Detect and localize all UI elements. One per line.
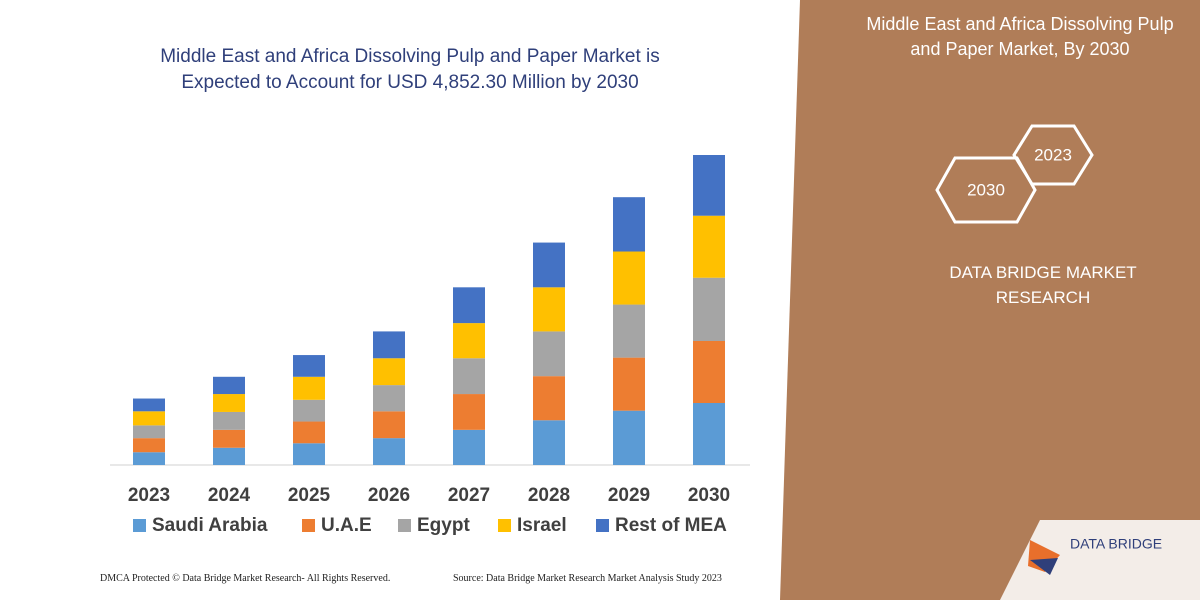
bar-segment — [133, 411, 165, 426]
bar-segment — [293, 355, 325, 377]
bar-segment — [533, 331, 565, 377]
x-tick-label: 2030 — [688, 485, 730, 506]
legend-swatch — [498, 519, 511, 532]
bar-segment — [293, 443, 325, 465]
bar-segment — [133, 452, 165, 465]
bar-segment — [693, 155, 725, 216]
bar-segment — [133, 398, 165, 412]
bar-segment — [293, 376, 325, 400]
bar-segment — [293, 399, 325, 422]
legend-label: Saudi Arabia — [152, 515, 268, 536]
x-tick-label: 2029 — [608, 485, 650, 506]
bar-segment — [453, 287, 485, 324]
logo-text: DATA BRIDGE — [1070, 536, 1162, 552]
bar-segment — [213, 447, 245, 465]
bar-segment — [533, 376, 565, 421]
legend-swatch — [596, 519, 609, 532]
bar-segment — [293, 421, 325, 444]
bar-segment — [453, 358, 485, 395]
bar-segment — [213, 376, 245, 395]
bar-segment — [133, 425, 165, 439]
footer-left: DMCA Protected © Data Bridge Market Rese… — [100, 573, 391, 584]
panel-title: Middle East and Africa Dissolving Pulp a… — [866, 14, 1174, 59]
bar-segment — [693, 277, 725, 341]
bar-segment — [533, 287, 565, 332]
x-tick-label: 2027 — [448, 485, 490, 506]
x-tick-label: 2024 — [208, 485, 251, 506]
legend-label: Egypt — [417, 515, 470, 536]
badge-text: 2030 — [967, 180, 1005, 199]
bar-segment — [373, 411, 405, 439]
bar-segment — [213, 429, 245, 448]
chart-title: Middle East and Africa Dissolving Pulp a… — [160, 46, 660, 93]
bar-segment — [693, 341, 725, 403]
side-panel — [780, 0, 1200, 600]
bar-segment — [693, 215, 725, 278]
bar-segment — [453, 429, 485, 465]
legend-swatch — [133, 519, 146, 532]
badge-hexagon — [1012, 124, 1094, 186]
bar-segment — [613, 197, 645, 252]
bar-segment — [373, 331, 405, 359]
bar-segment — [453, 323, 485, 359]
bar-segment — [133, 438, 165, 453]
bar-segment — [613, 251, 645, 305]
brand-text: DATA BRIDGE MARKET RESEARCH — [949, 263, 1137, 307]
bar-segment — [373, 438, 405, 465]
bar-segment — [373, 385, 405, 412]
badge-text: 2023 — [1034, 145, 1072, 164]
logo-icon — [1030, 558, 1058, 575]
bar-segment — [613, 410, 645, 465]
legend-label: Rest of MEA — [615, 515, 727, 536]
bar-segment — [453, 394, 485, 430]
x-tick-label: 2025 — [288, 485, 331, 506]
x-tick-label: 2026 — [368, 485, 410, 506]
bar-segment — [613, 304, 645, 358]
x-tick-label: 2023 — [128, 485, 170, 506]
bar-segment — [373, 358, 405, 386]
legend-swatch — [302, 519, 315, 532]
legend-swatch — [398, 519, 411, 532]
legend-label: U.A.E — [321, 515, 372, 536]
logo-area — [1000, 520, 1200, 600]
footer-right: Source: Data Bridge Market Research Mark… — [453, 573, 722, 584]
bar-segment — [213, 411, 245, 430]
bar-segment — [533, 420, 565, 465]
legend-label: Israel — [517, 515, 567, 536]
bar-segment — [693, 403, 725, 465]
bar-segment — [613, 357, 645, 411]
x-tick-label: 2028 — [528, 485, 570, 506]
bar-segment — [533, 242, 565, 288]
bar-segment — [213, 394, 245, 412]
